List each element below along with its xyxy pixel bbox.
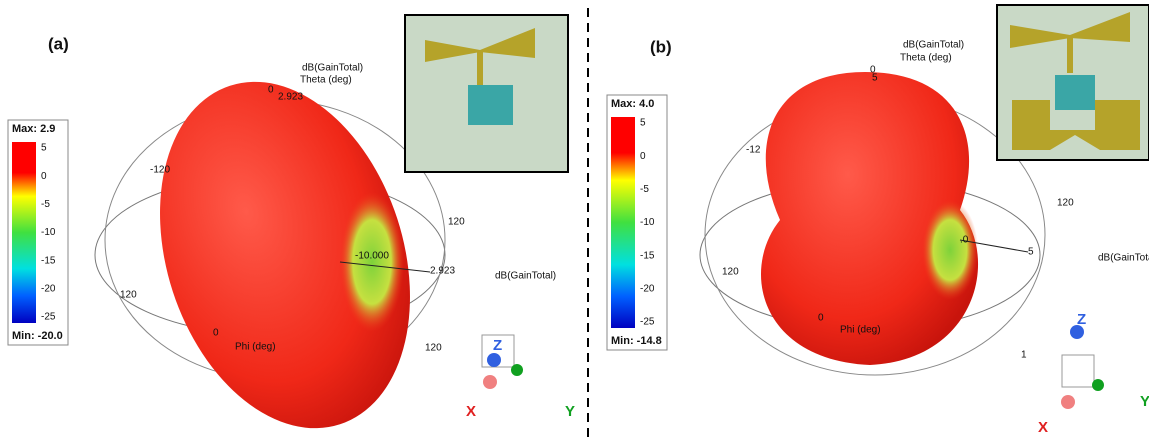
plot-label: -120 [150, 165, 170, 176]
axis [339, 261, 431, 273]
triad [1061, 354, 1095, 388]
legend-tick: -25 [41, 312, 56, 323]
legend-tick: 0 [640, 151, 646, 162]
legend-tick: -5 [41, 199, 50, 210]
plot-label: Theta (deg) [300, 75, 352, 86]
legend-tick: -10 [41, 227, 56, 238]
legend-min: Min: -14.8 [611, 335, 662, 347]
legend-tick: -20 [640, 283, 655, 294]
plot-label: dB(GainTotal) [1098, 253, 1149, 264]
pattern-null [340, 192, 404, 332]
plot-label: dB(GainTotal) [302, 63, 363, 74]
triad [1061, 395, 1075, 409]
panel-a: (a) [48, 14, 569, 429]
legend-min: Min: -20.0 [12, 330, 63, 342]
plot-label: 120 [448, 217, 465, 228]
legend-max: Max: 2.9 [12, 123, 55, 135]
plot-label: .0 [960, 235, 969, 246]
plot-label: 120 [120, 290, 137, 301]
legend-tick: -10 [640, 217, 655, 228]
pattern [760, 72, 979, 365]
legend-tick: -15 [41, 255, 56, 266]
plot-label: -10.000 [355, 251, 389, 262]
colorbar [12, 142, 36, 323]
plot-label: 1 [1021, 350, 1027, 361]
plot-label: Phi (deg) [235, 342, 276, 353]
legend-tick: -25 [640, 317, 655, 328]
panel-b: (b) [650, 4, 1149, 409]
plot-label: dB(GainTotal) [903, 40, 964, 51]
legend-tick: -5 [640, 184, 649, 195]
chip [468, 85, 513, 125]
plot-label: 5 [872, 73, 878, 84]
legend-tick: 5 [640, 118, 646, 129]
axis-letter: Y [565, 403, 575, 420]
legend-tick: 5 [41, 143, 47, 154]
plot-label: 2.923 [278, 92, 303, 103]
plot-label: 0 [870, 65, 876, 76]
axis [959, 239, 1029, 253]
chip [1055, 75, 1095, 110]
plot-label: -12 [746, 145, 761, 156]
triad [487, 353, 501, 367]
trace [1012, 100, 1140, 150]
plot-label: dB(GainTotal) [495, 271, 556, 282]
axis-letter: X [466, 403, 476, 420]
feed [1067, 38, 1073, 73]
legend-tick: -15 [640, 250, 655, 261]
plot-label: 0 [213, 328, 219, 339]
feed [477, 50, 483, 85]
colorbar [611, 117, 635, 328]
triad [1070, 325, 1084, 339]
legend-tick: 0 [41, 171, 47, 182]
panel-label: (b) [650, 37, 672, 56]
axis-letter: X [1038, 419, 1048, 436]
triad [483, 375, 497, 389]
plot-label: 0 [268, 85, 274, 96]
axis-letter: Z [1077, 311, 1086, 328]
plot-label: Phi (deg) [840, 325, 881, 336]
legend-tick: -20 [41, 283, 56, 294]
plot-label: 120 [1057, 198, 1074, 209]
triad [481, 334, 515, 368]
plot-label: 5 [1028, 247, 1034, 258]
plot-label: 0 [818, 313, 824, 324]
legend-max: Max: 4.0 [611, 98, 654, 110]
dipole [1010, 12, 1130, 48]
triad [1092, 379, 1104, 391]
dipole [425, 28, 535, 62]
plot-label: 120 [425, 343, 442, 354]
panel-label: (a) [48, 34, 69, 53]
pattern [160, 81, 410, 429]
axis-letter: Z [493, 337, 502, 354]
plot-label: 120 [722, 267, 739, 278]
pattern-null [922, 200, 978, 300]
plot-label: Theta (deg) [900, 53, 952, 64]
axis-letter: Y [1140, 393, 1149, 410]
plot-label: 2.923 [430, 266, 455, 277]
triad [511, 364, 523, 376]
